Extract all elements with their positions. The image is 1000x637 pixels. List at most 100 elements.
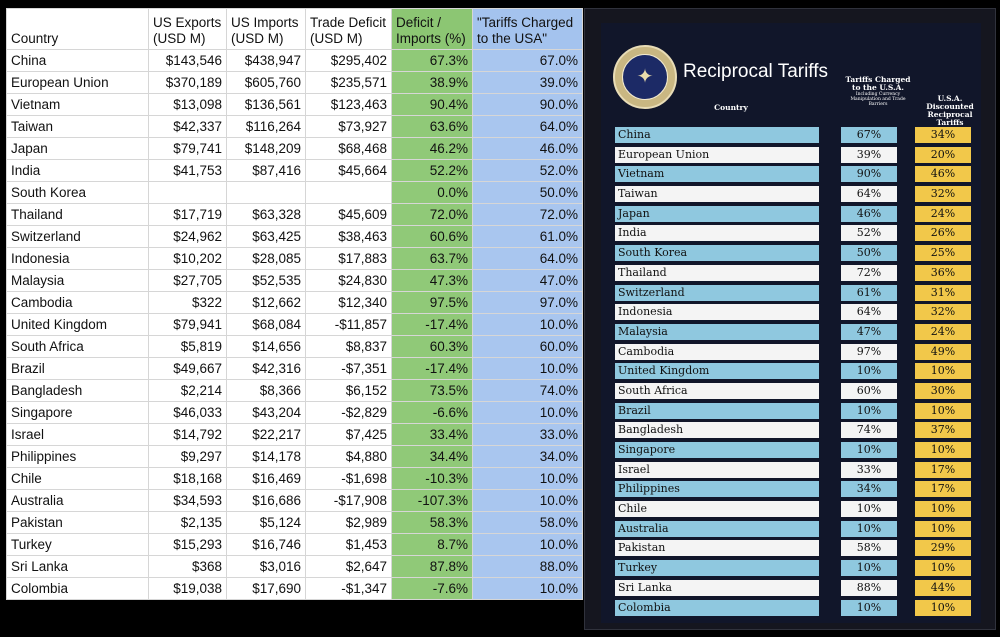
- cell-deficit-ratio[interactable]: 38.9%: [391, 71, 473, 94]
- cell-us-exports[interactable]: $10,202: [148, 247, 227, 270]
- header-us-imports[interactable]: US Imports (USD M): [226, 8, 306, 50]
- cell-trade-deficit[interactable]: $12,340: [305, 291, 392, 314]
- cell-us-exports[interactable]: $2,214: [148, 379, 227, 402]
- cell-country[interactable]: Taiwan: [6, 115, 149, 138]
- cell-us-exports[interactable]: $322: [148, 291, 227, 314]
- cell-deficit-ratio[interactable]: 60.6%: [391, 225, 473, 248]
- cell-us-imports[interactable]: $14,178: [226, 445, 306, 468]
- cell-us-imports[interactable]: $52,535: [226, 269, 306, 292]
- cell-country[interactable]: South Korea: [6, 181, 149, 204]
- cell-us-exports[interactable]: $5,819: [148, 335, 227, 358]
- cell-deficit-ratio[interactable]: 46.2%: [391, 137, 473, 160]
- cell-us-exports[interactable]: $46,033: [148, 401, 227, 424]
- cell-trade-deficit[interactable]: $2,989: [305, 511, 392, 534]
- cell-us-imports[interactable]: $136,561: [226, 93, 306, 116]
- cell-us-imports[interactable]: [226, 181, 306, 204]
- cell-us-imports[interactable]: $43,204: [226, 401, 306, 424]
- cell-tariffs-charged[interactable]: 46.0%: [472, 137, 583, 160]
- cell-trade-deficit[interactable]: $1,453: [305, 533, 392, 556]
- cell-deficit-ratio[interactable]: -10.3%: [391, 467, 473, 490]
- cell-us-imports[interactable]: $28,085: [226, 247, 306, 270]
- cell-tariffs-charged[interactable]: 58.0%: [472, 511, 583, 534]
- cell-deficit-ratio[interactable]: -17.4%: [391, 357, 473, 380]
- cell-country[interactable]: Pakistan: [6, 511, 149, 534]
- cell-us-imports[interactable]: $8,366: [226, 379, 306, 402]
- cell-us-exports[interactable]: $2,135: [148, 511, 227, 534]
- cell-us-exports[interactable]: $24,962: [148, 225, 227, 248]
- cell-us-exports[interactable]: $18,168: [148, 467, 227, 490]
- cell-us-exports[interactable]: $14,792: [148, 423, 227, 446]
- cell-tariffs-charged[interactable]: 10.0%: [472, 489, 583, 512]
- cell-us-imports[interactable]: $42,316: [226, 357, 306, 380]
- cell-deficit-ratio[interactable]: 90.4%: [391, 93, 473, 116]
- cell-us-imports[interactable]: $116,264: [226, 115, 306, 138]
- cell-us-exports[interactable]: $42,337: [148, 115, 227, 138]
- cell-country[interactable]: South Africa: [6, 335, 149, 358]
- cell-us-exports[interactable]: $370,189: [148, 71, 227, 94]
- cell-us-exports[interactable]: $17,719: [148, 203, 227, 226]
- cell-tariffs-charged[interactable]: 72.0%: [472, 203, 583, 226]
- cell-us-imports[interactable]: $63,425: [226, 225, 306, 248]
- cell-tariffs-charged[interactable]: 34.0%: [472, 445, 583, 468]
- cell-us-exports[interactable]: $9,297: [148, 445, 227, 468]
- cell-trade-deficit[interactable]: $2,647: [305, 555, 392, 578]
- header-deficit-ratio[interactable]: Deficit / Imports (%): [391, 8, 473, 50]
- cell-trade-deficit[interactable]: $4,880: [305, 445, 392, 468]
- cell-us-exports[interactable]: $79,741: [148, 137, 227, 160]
- cell-deficit-ratio[interactable]: 33.4%: [391, 423, 473, 446]
- cell-country[interactable]: Switzerland: [6, 225, 149, 248]
- cell-trade-deficit[interactable]: $8,837: [305, 335, 392, 358]
- cell-trade-deficit[interactable]: -$2,829: [305, 401, 392, 424]
- cell-country[interactable]: Japan: [6, 137, 149, 160]
- cell-deficit-ratio[interactable]: -107.3%: [391, 489, 473, 512]
- cell-deficit-ratio[interactable]: 63.6%: [391, 115, 473, 138]
- cell-us-imports[interactable]: $12,662: [226, 291, 306, 314]
- cell-trade-deficit[interactable]: $235,571: [305, 71, 392, 94]
- header-country[interactable]: Country: [6, 8, 149, 50]
- cell-country[interactable]: Sri Lanka: [6, 555, 149, 578]
- cell-us-exports[interactable]: $41,753: [148, 159, 227, 182]
- cell-us-imports[interactable]: $3,016: [226, 555, 306, 578]
- cell-tariffs-charged[interactable]: 61.0%: [472, 225, 583, 248]
- cell-us-exports[interactable]: $79,941: [148, 313, 227, 336]
- cell-tariffs-charged[interactable]: 10.0%: [472, 577, 583, 600]
- cell-deficit-ratio[interactable]: -17.4%: [391, 313, 473, 336]
- cell-tariffs-charged[interactable]: 39.0%: [472, 71, 583, 94]
- cell-deficit-ratio[interactable]: 8.7%: [391, 533, 473, 556]
- cell-country[interactable]: Malaysia: [6, 269, 149, 292]
- cell-deficit-ratio[interactable]: 72.0%: [391, 203, 473, 226]
- cell-us-exports[interactable]: $143,546: [148, 49, 227, 72]
- cell-trade-deficit[interactable]: $6,152: [305, 379, 392, 402]
- cell-country[interactable]: Colombia: [6, 577, 149, 600]
- cell-us-imports[interactable]: $16,746: [226, 533, 306, 556]
- cell-tariffs-charged[interactable]: 10.0%: [472, 401, 583, 424]
- cell-tariffs-charged[interactable]: 10.0%: [472, 533, 583, 556]
- cell-us-imports[interactable]: $16,686: [226, 489, 306, 512]
- cell-us-exports[interactable]: $15,293: [148, 533, 227, 556]
- cell-tariffs-charged[interactable]: 97.0%: [472, 291, 583, 314]
- cell-tariffs-charged[interactable]: 90.0%: [472, 93, 583, 116]
- cell-deficit-ratio[interactable]: 63.7%: [391, 247, 473, 270]
- cell-us-imports[interactable]: $148,209: [226, 137, 306, 160]
- cell-tariffs-charged[interactable]: 47.0%: [472, 269, 583, 292]
- cell-country[interactable]: Turkey: [6, 533, 149, 556]
- cell-trade-deficit[interactable]: -$1,698: [305, 467, 392, 490]
- cell-us-exports[interactable]: $368: [148, 555, 227, 578]
- cell-tariffs-charged[interactable]: 88.0%: [472, 555, 583, 578]
- cell-us-exports[interactable]: $49,667: [148, 357, 227, 380]
- cell-country[interactable]: Thailand: [6, 203, 149, 226]
- cell-tariffs-charged[interactable]: 52.0%: [472, 159, 583, 182]
- cell-deficit-ratio[interactable]: 0.0%: [391, 181, 473, 204]
- cell-trade-deficit[interactable]: $45,664: [305, 159, 392, 182]
- cell-us-imports[interactable]: $17,690: [226, 577, 306, 600]
- cell-tariffs-charged[interactable]: 64.0%: [472, 115, 583, 138]
- cell-trade-deficit[interactable]: $73,927: [305, 115, 392, 138]
- cell-country[interactable]: Vietnam: [6, 93, 149, 116]
- cell-deficit-ratio[interactable]: 60.3%: [391, 335, 473, 358]
- cell-tariffs-charged[interactable]: 67.0%: [472, 49, 583, 72]
- cell-tariffs-charged[interactable]: 10.0%: [472, 313, 583, 336]
- cell-country[interactable]: China: [6, 49, 149, 72]
- cell-us-imports[interactable]: $438,947: [226, 49, 306, 72]
- cell-tariffs-charged[interactable]: 10.0%: [472, 357, 583, 380]
- cell-us-imports[interactable]: $605,760: [226, 71, 306, 94]
